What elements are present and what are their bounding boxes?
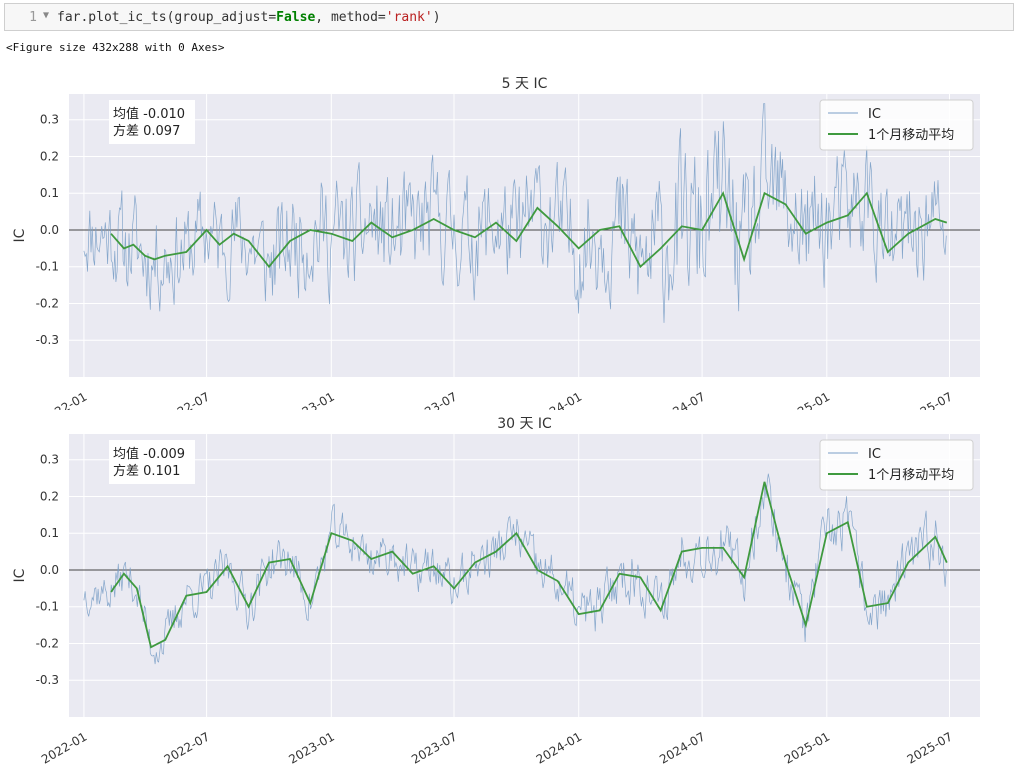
x-tick-label: 2024-07 [657, 389, 707, 410]
y-tick-label: -0.2 [36, 636, 59, 650]
stats-box [109, 440, 195, 484]
stats-mean: 均值 -0.009 [113, 446, 185, 462]
x-tick-label: 2023-01 [286, 389, 336, 410]
fold-toggle-icon[interactable]: ▼ [43, 10, 50, 21]
ic-chart-5day: 5 天 IC 0.3 0.2 0.1 0.0 -0.1 -0.2 -0.3 2022-01 202… [12, 76, 980, 410]
x-tick-label: 2022-07 [162, 729, 212, 766]
x-tick-label: 2022-01 [39, 729, 89, 766]
code-string: 'rank' [385, 10, 433, 25]
x-tick-label: 2024-01 [534, 729, 584, 766]
x-tick-label: 2024-01 [534, 389, 584, 410]
y-axis-label: IC [12, 568, 28, 582]
y-axis-label: IC [12, 228, 28, 242]
line-number: 1 [29, 10, 37, 25]
code-cell[interactable]: 1 ▼ far.plot_ic_ts(group_adjust=False, m… [4, 3, 1014, 31]
chart-title: 5 天 IC [502, 76, 548, 92]
cell-output-text: <Figure size 432x288 with 0 Axes> [6, 41, 225, 54]
series-line-ic [83, 473, 947, 665]
legend-label-ic: IC [868, 107, 881, 122]
code-mid: , method= [315, 10, 386, 25]
chart-title: 30 天 IC [497, 416, 552, 432]
y-tick-label: 0.0 [40, 563, 59, 577]
y-tick-label: 0.2 [40, 149, 59, 163]
ic-chart-30day: 30 天 IC 0.3 0.2 0.1 0.0 -0.1 -0.2 -0.3 2022-01 20… [12, 416, 980, 767]
x-tick-label: 2025-01 [782, 389, 832, 410]
x-tick-label: 2025-07 [905, 729, 955, 766]
y-tick-label: 0.2 [40, 489, 59, 503]
series-line-ic [83, 103, 947, 323]
x-tick-label: 2022-01 [39, 389, 89, 410]
code-keyword: False [276, 10, 316, 25]
code-suffix: ) [432, 10, 441, 25]
legend-label-moving-average: 1个月移动平均 [868, 128, 954, 143]
y-tick-label: -0.1 [36, 260, 59, 274]
x-tick-label: 2023-07 [409, 729, 459, 766]
x-tick-label: 2023-07 [409, 389, 459, 410]
y-tick-label: -0.2 [36, 296, 59, 310]
x-tick-label: 2025-01 [782, 729, 832, 766]
legend-label-moving-average: 1个月移动平均 [868, 468, 954, 483]
y-tick-label: 0.0 [40, 223, 59, 237]
x-tick-label: 2024-07 [657, 729, 707, 766]
y-tick-label: -0.3 [36, 673, 59, 687]
series-line-moving-average [110, 190, 948, 269]
stats-variance: 方差 0.097 [113, 123, 180, 139]
legend-box [819, 439, 974, 491]
code-prefix: far.plot_ic_ts(group_adjust= [57, 10, 277, 25]
y-tick-label: 0.1 [40, 526, 59, 540]
y-tick-label: -0.3 [36, 333, 59, 347]
y-tick-label: 0.3 [40, 113, 59, 127]
x-tick-label: 2022-07 [162, 389, 212, 410]
x-tick-label: 2023-01 [286, 729, 336, 766]
stats-mean: 均值 -0.010 [113, 106, 185, 122]
stats-box [109, 100, 195, 144]
x-tick-label: 2025-07 [905, 389, 955, 410]
code-text[interactable]: far.plot_ic_ts(group_adjust=False, metho… [57, 10, 441, 25]
legend-label-ic: IC [868, 447, 881, 462]
y-tick-label: 0.3 [40, 453, 59, 467]
y-tick-label: 0.1 [40, 186, 59, 200]
stats-variance: 方差 0.101 [113, 463, 180, 479]
series-line-moving-average [110, 481, 948, 649]
y-tick-label: -0.1 [36, 600, 59, 614]
legend-box [819, 99, 974, 151]
